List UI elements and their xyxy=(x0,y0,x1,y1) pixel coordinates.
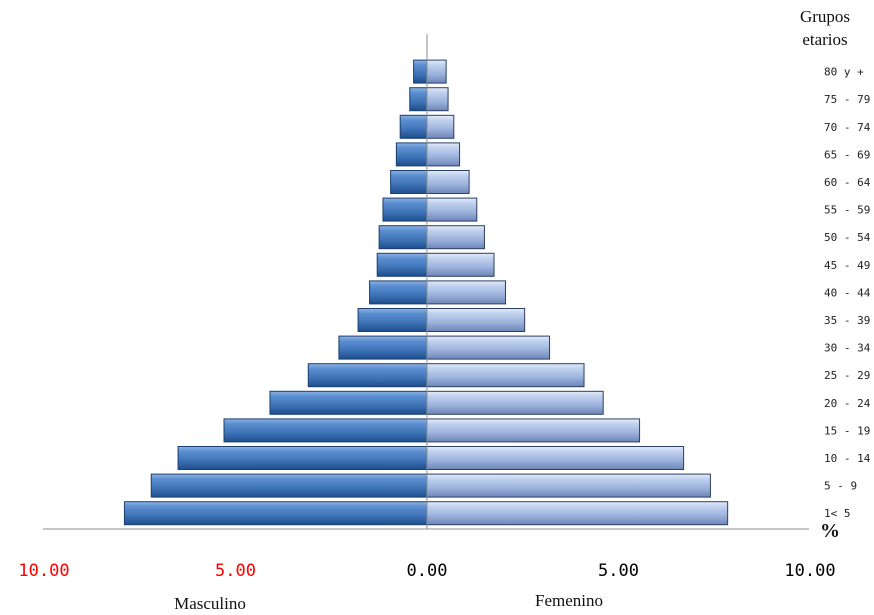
x-tick-label: 5.00 xyxy=(215,561,256,581)
female-label: Femenino xyxy=(535,591,603,610)
male-bar xyxy=(413,59,428,84)
female-bar xyxy=(426,280,507,305)
age-group-label: 1< 5 xyxy=(824,507,851,520)
x-tick-labels: 10.00 5.00 0.00 5.00 10.00 xyxy=(18,561,835,581)
female-bar xyxy=(426,87,449,112)
legend-title-line-1: Grupos xyxy=(800,7,850,26)
male-bar xyxy=(123,501,428,526)
unit-label: % xyxy=(820,520,840,542)
male-bar xyxy=(150,473,428,498)
male-bar xyxy=(177,446,428,470)
female-bar xyxy=(426,473,711,498)
male-bar xyxy=(338,335,428,360)
age-group-label: 75 - 79 xyxy=(824,93,870,106)
age-group-label: 60 - 64 xyxy=(824,176,871,189)
male-bar xyxy=(357,308,428,332)
x-tick-label: 5.00 xyxy=(598,561,639,581)
female-bar xyxy=(426,308,526,332)
male-bar xyxy=(399,114,428,139)
x-tick-label: 10.00 xyxy=(784,561,835,581)
female-bar xyxy=(426,59,447,84)
female-bar xyxy=(426,225,485,250)
male-label: Masculino xyxy=(174,594,246,613)
female-bar xyxy=(426,114,455,139)
female-bar xyxy=(426,446,685,470)
x-tick-label: 10.00 xyxy=(18,561,69,581)
female-bar xyxy=(426,501,729,526)
female-bar xyxy=(426,335,551,360)
female-bar xyxy=(426,170,470,194)
age-group-label: 30 - 34 xyxy=(824,342,871,355)
age-group-label: 55 - 59 xyxy=(824,204,870,217)
male-bar xyxy=(395,142,428,167)
female-bar xyxy=(426,390,604,415)
age-group-label: 35 - 39 xyxy=(824,314,870,327)
bars-group xyxy=(123,59,729,526)
age-group-label: 80 y + xyxy=(824,66,864,79)
male-bar xyxy=(269,390,428,415)
female-bar xyxy=(426,363,585,388)
male-bar xyxy=(223,418,428,443)
age-group-labels: 1< 5 5 - 9 10 - 14 15 - 19 20 - 24 25 - 29 30 … xyxy=(824,66,871,521)
male-bar xyxy=(307,363,428,388)
male-bar xyxy=(382,197,428,222)
age-group-label: 15 - 19 xyxy=(824,424,870,437)
age-group-label: 45 - 49 xyxy=(824,259,870,272)
axes-group xyxy=(43,34,809,530)
male-bar xyxy=(369,280,428,305)
age-group-label: 10 - 14 xyxy=(824,452,871,465)
female-bar xyxy=(426,252,495,277)
male-bar xyxy=(409,87,428,112)
age-group-label: 5 - 9 xyxy=(824,480,857,493)
age-group-label: 70 - 74 xyxy=(824,121,871,134)
male-bar xyxy=(390,170,428,194)
female-bar xyxy=(426,418,641,443)
age-group-label: 65 - 69 xyxy=(824,148,870,161)
x-tick-label: 0.00 xyxy=(407,561,448,581)
male-bar xyxy=(378,225,428,250)
age-group-label: 25 - 29 xyxy=(824,369,870,382)
female-bar xyxy=(426,197,478,222)
age-group-label: 20 - 24 xyxy=(824,397,871,410)
legend-title-line-2: etarios xyxy=(802,30,847,49)
female-bar xyxy=(426,142,461,167)
age-group-label: 40 - 44 xyxy=(824,286,871,299)
age-group-label: 50 - 54 xyxy=(824,231,871,244)
male-bar xyxy=(376,252,428,277)
